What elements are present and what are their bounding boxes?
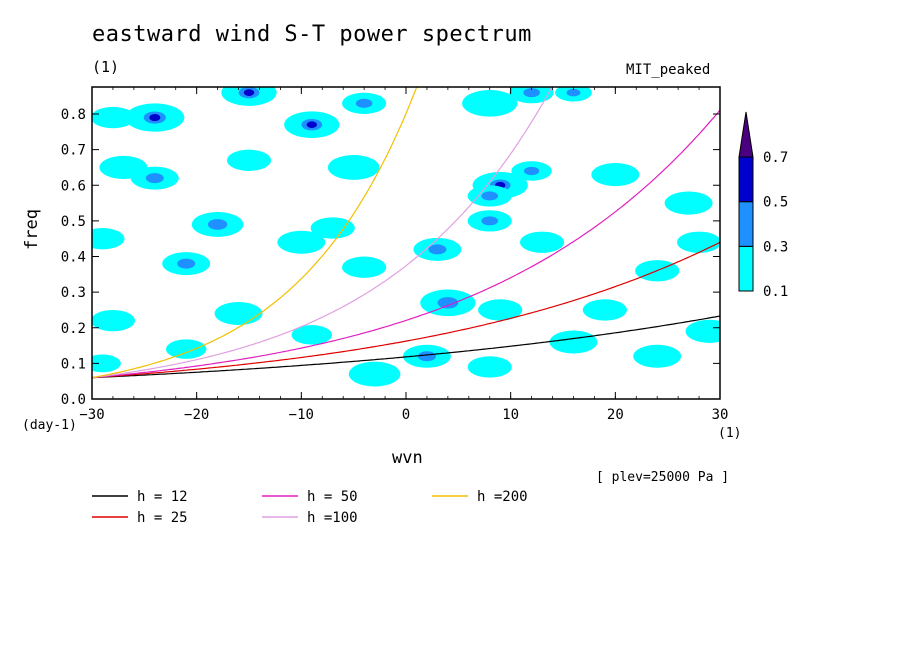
contour-region: [481, 216, 499, 226]
contour-region: [549, 330, 598, 354]
x-tick-label: 20: [607, 407, 624, 423]
contour-region: [207, 219, 228, 230]
dispersion-curve-h200: [92, 87, 418, 379]
x-tick-label: 0: [402, 407, 410, 423]
dispersion-curve-h25: [92, 241, 720, 379]
contour-region: [519, 231, 565, 253]
x-axis-label: wvn: [392, 448, 423, 468]
contour-region: [566, 88, 581, 97]
y-tick-label: 0.8: [61, 107, 86, 123]
y-tick-label: 0.3: [61, 285, 86, 301]
y-tick-label: 0.4: [61, 250, 86, 266]
x-tick-label: 30: [712, 407, 729, 423]
contour-region: [291, 325, 333, 345]
contour-region: [481, 191, 499, 201]
colorbar-extension: [738, 111, 754, 158]
legend-label: h = 50: [307, 489, 358, 505]
contour-region: [524, 166, 540, 176]
contour-region: [92, 228, 125, 250]
y-axis-unit-label: (day-1): [22, 418, 77, 433]
x-tick-label: 10: [502, 407, 519, 423]
dispersion-curve-h12: [92, 315, 720, 379]
dispersion-curve-h100: [92, 87, 553, 379]
y-tick-label: 0.7: [61, 143, 86, 159]
chart-title: eastward wind S-T power spectrum: [92, 22, 532, 47]
x-tick-label: −20: [184, 407, 209, 423]
contour-region: [462, 90, 518, 117]
legend-label: h = 12: [137, 489, 188, 505]
legend-label: h = 25: [137, 510, 188, 526]
contour-region: [591, 163, 640, 187]
contour-region: [145, 173, 164, 184]
x-tick-label: −30: [79, 407, 104, 423]
contour-region: [342, 256, 387, 278]
contour-region: [523, 88, 540, 98]
contour-region: [310, 217, 355, 239]
contour-region: [467, 356, 512, 378]
contour-region: [685, 319, 720, 343]
contour-region: [664, 191, 713, 215]
model-name-label: MIT_peaked: [626, 62, 711, 78]
y-tick-label: 0.0: [61, 392, 86, 408]
x-tick-label: −10: [289, 407, 314, 423]
colorbar-segment: [738, 201, 754, 247]
colorbar-segment: [738, 156, 754, 203]
title-unit-label: (1): [92, 58, 120, 76]
x-axis-unit-label: (1): [718, 426, 742, 441]
contour-region: [177, 258, 196, 269]
contour-region: [348, 361, 401, 387]
y-tick-label: 0.5: [61, 214, 86, 230]
y-tick-label: 0.1: [61, 356, 86, 372]
y-tick-label: 0.6: [61, 178, 86, 194]
contour-region: [437, 297, 459, 309]
contour-region: [428, 244, 447, 255]
colorbar-label: 0.3: [763, 239, 788, 255]
legend-label: h =100: [307, 510, 358, 526]
contour-region: [417, 351, 436, 362]
colorbar-label: 0.5: [763, 195, 788, 211]
contour-region: [243, 89, 255, 96]
contour-region: [676, 231, 720, 253]
contour-region: [355, 98, 373, 108]
contour-region: [327, 155, 380, 180]
colorbar-label: 0.7: [763, 150, 788, 166]
legend-label: h =200: [477, 489, 528, 505]
contour-region: [306, 121, 317, 129]
dispersion-curve-h50: [92, 109, 720, 379]
contour-region: [214, 301, 263, 326]
contour-region: [277, 230, 326, 254]
y-tick-label: 0.2: [61, 321, 86, 337]
contour-region: [582, 299, 627, 321]
contour-region: [92, 106, 136, 129]
contour-region: [226, 149, 272, 171]
colorbar-segment: [738, 245, 754, 292]
contour-region: [478, 299, 523, 321]
contour-region: [92, 354, 121, 373]
contour-region: [165, 339, 207, 359]
contour-region: [92, 309, 136, 332]
contour-region: [149, 114, 161, 122]
pressure-level-label: [ plev=25000 Pa ]: [596, 470, 730, 485]
colorbar-label: 0.1: [763, 284, 788, 300]
contour-region: [633, 344, 682, 368]
